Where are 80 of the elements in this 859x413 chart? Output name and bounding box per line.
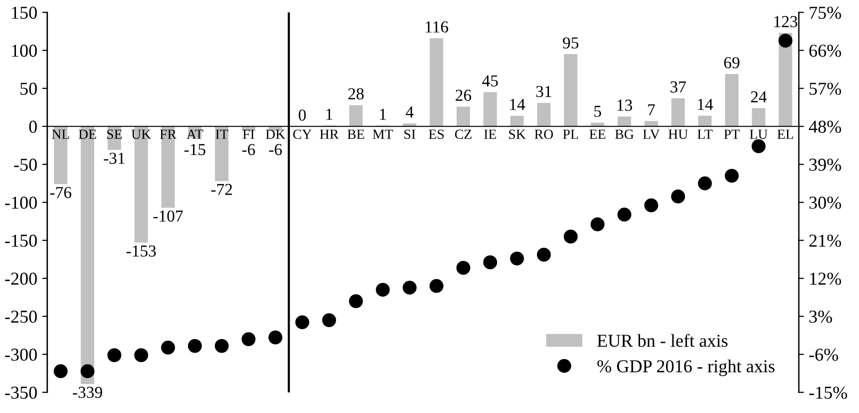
x-tick-label: LU xyxy=(750,130,768,139)
x-tick-label: LT xyxy=(697,130,713,139)
x-tick-label: DK xyxy=(266,130,286,139)
data-label: 69 xyxy=(724,57,740,68)
x-tick-label: RO xyxy=(534,130,553,139)
data-label: -76 xyxy=(50,186,72,198)
data-label: 37 xyxy=(670,81,686,93)
data-label: 95 xyxy=(562,37,578,49)
x-tick-label: PL xyxy=(562,130,578,139)
y-tick-label: -150 xyxy=(5,234,37,247)
data-label: -15 xyxy=(184,144,206,156)
y2-tick-label: 57% xyxy=(810,82,842,95)
y-tick-label: -300 xyxy=(5,348,37,361)
y-tick-label: -100 xyxy=(5,196,37,209)
data-label: 5 xyxy=(594,106,602,117)
x-tick-label: FI xyxy=(242,130,254,139)
x-tick-label: NL xyxy=(52,130,70,139)
data-label: 31 xyxy=(536,86,552,98)
y-tick-label: 150 xyxy=(12,6,37,19)
data-label: -153 xyxy=(126,245,156,257)
x-tick-label: FR xyxy=(160,130,177,139)
x-tick-label: BE xyxy=(347,130,364,139)
y2-tick-label: 39% xyxy=(809,158,842,171)
data-label: 14 xyxy=(698,98,713,110)
x-tick-label: IE xyxy=(484,130,496,139)
x-tick-label: CZ xyxy=(455,130,472,139)
y-tick-label: 0 xyxy=(29,120,37,133)
y2-tick-label: -15% xyxy=(809,386,848,399)
x-tick-label: CY xyxy=(293,130,312,139)
data-label: 123 xyxy=(774,16,798,28)
data-label: 4 xyxy=(406,106,414,118)
data-label: -107 xyxy=(153,210,183,222)
x-tick-label: SI xyxy=(404,130,416,139)
x-tick-label: SK xyxy=(509,130,526,139)
data-label: -31 xyxy=(104,152,124,164)
x-tick-label: HU xyxy=(668,130,688,139)
y-tick-label: -350 xyxy=(5,386,37,399)
y2-tick-label: 30% xyxy=(809,196,842,209)
y2-tick-label: 3% xyxy=(809,310,832,323)
data-label: 1 xyxy=(326,108,332,120)
x-tick-label: SE xyxy=(107,130,122,139)
data-label: -6 xyxy=(242,144,256,156)
data-label: -6 xyxy=(269,144,282,156)
y-tick-label: -50 xyxy=(14,158,37,171)
data-label: -72 xyxy=(211,184,232,195)
data-label: -339 xyxy=(72,386,102,398)
legend-label: EUR bn - left axis xyxy=(597,334,728,347)
x-tick-label: EE xyxy=(589,130,606,139)
x-tick-label: PT xyxy=(724,130,740,139)
data-label: 7 xyxy=(648,104,655,116)
x-tick-label: AT xyxy=(186,130,204,139)
x-tick-label: DE xyxy=(78,130,96,139)
x-tick-label: EL xyxy=(777,130,794,139)
y2-tick-label: -6% xyxy=(809,348,838,361)
y2-tick-label: 21% xyxy=(809,234,842,247)
y-tick-label: -250 xyxy=(5,310,37,323)
data-label: 45 xyxy=(482,75,498,87)
x-tick-label: LV xyxy=(643,130,660,140)
x-tick-label: IT xyxy=(216,130,228,139)
data-label: 26 xyxy=(456,90,472,101)
x-tick-label: HR xyxy=(320,130,339,139)
x-tick-label: MT xyxy=(372,130,393,139)
y2-tick-label: 48% xyxy=(808,120,842,133)
legend-label: % GDP 2016 - right axis xyxy=(597,360,774,376)
x-tick-label: UK xyxy=(131,130,152,139)
data-label: 0 xyxy=(298,109,306,121)
y2-tick-label: 75% xyxy=(810,6,842,19)
y2-tick-label: 66% xyxy=(809,44,842,57)
x-tick-label: ES xyxy=(428,130,444,139)
data-label: 24 xyxy=(751,91,767,102)
y-tick-label: -200 xyxy=(5,272,37,285)
data-label: 1 xyxy=(380,108,386,120)
x-tick-label: BG xyxy=(615,130,634,139)
data-label: 28 xyxy=(348,88,364,100)
y2-tick-label: 12% xyxy=(810,272,842,285)
data-label: 14 xyxy=(510,98,526,110)
data-label: 116 xyxy=(426,21,448,33)
y-tick-label: 50 xyxy=(20,82,37,95)
data-label: 13 xyxy=(618,100,632,111)
y-tick-label: 100 xyxy=(12,44,37,57)
